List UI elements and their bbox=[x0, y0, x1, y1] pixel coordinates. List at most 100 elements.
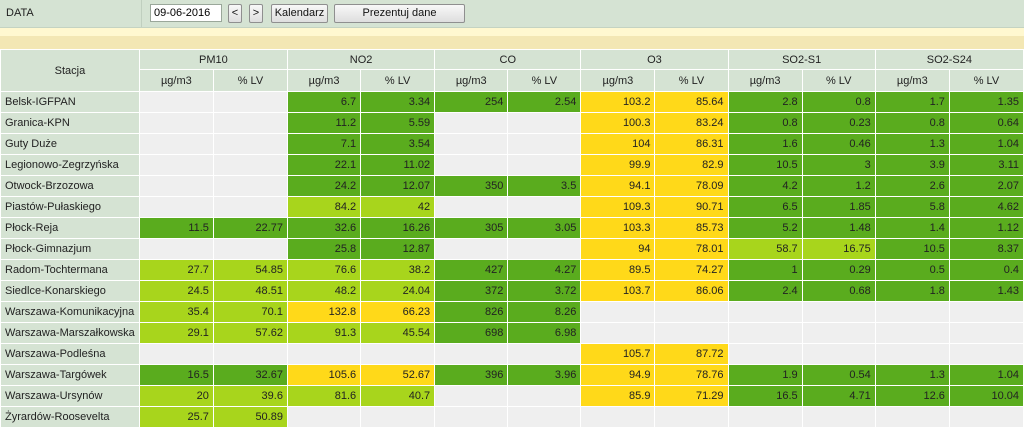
station-name: Płock-Gimnazjum bbox=[0, 238, 140, 260]
group-header-co: CO bbox=[434, 49, 582, 70]
concentration-cell bbox=[727, 301, 803, 323]
concentration-cell bbox=[874, 406, 950, 428]
concentration-cell: 24.5 bbox=[138, 280, 214, 302]
percent-lv-cell bbox=[507, 196, 582, 218]
calendar-button[interactable]: Kalendarz bbox=[271, 4, 328, 23]
concentration-cell bbox=[434, 133, 509, 155]
present-data-button[interactable]: Prezentuj dane bbox=[334, 4, 465, 23]
concentration-cell: 2.8 bbox=[727, 91, 803, 113]
percent-lv-cell bbox=[801, 301, 876, 323]
station-name: Guty Duże bbox=[0, 133, 140, 155]
table-row: Płock-Gimnazjum 25.8 12.87 94 78.01 58.7 16.75… bbox=[0, 238, 1024, 260]
percent-lv-cell bbox=[948, 301, 1024, 323]
concentration-cell: 1.8 bbox=[874, 280, 950, 302]
concentration-cell bbox=[727, 343, 803, 365]
concentration-cell: 100.3 bbox=[580, 112, 656, 134]
concentration-cell: 103.3 bbox=[580, 217, 656, 239]
unit-header: % LV bbox=[507, 69, 582, 92]
unit-header: µg/m3 bbox=[138, 69, 214, 92]
table-row: Płock-Reja 11.5 22.77 32.6 16.26 305 3.05 103.3… bbox=[0, 217, 1024, 239]
percent-lv-cell: 85.73 bbox=[654, 217, 729, 239]
percent-lv-cell: 66.23 bbox=[360, 301, 436, 323]
next-day-button[interactable]: > bbox=[249, 4, 263, 23]
percent-lv-cell: 0.54 bbox=[801, 364, 876, 386]
station-name: Warszawa-Ursynów bbox=[0, 385, 140, 407]
toolbar: DATA < > Kalendarz Prezentuj dane bbox=[0, 0, 1024, 28]
concentration-cell bbox=[286, 343, 362, 365]
concentration-cell: 6.7 bbox=[286, 91, 362, 113]
table-row: Warszawa-Podleśna 105.7 87.72 bbox=[0, 343, 1024, 365]
station-name: Płock-Reja bbox=[0, 217, 140, 239]
concentration-cell bbox=[138, 112, 214, 134]
concentration-cell: 5.8 bbox=[874, 196, 950, 218]
percent-lv-cell: 32.67 bbox=[212, 364, 288, 386]
percent-lv-cell: 38.2 bbox=[360, 259, 436, 281]
percent-lv-cell: 2.07 bbox=[948, 175, 1024, 197]
concentration-cell: 81.6 bbox=[286, 385, 362, 407]
unit-header: % LV bbox=[212, 69, 288, 92]
percent-lv-cell: 4.27 bbox=[507, 259, 582, 281]
percent-lv-cell: 10.04 bbox=[948, 385, 1024, 407]
percent-lv-cell: 78.01 bbox=[654, 238, 729, 260]
percent-lv-cell bbox=[507, 133, 582, 155]
station-name: Siedlce-Konarskiego bbox=[0, 280, 140, 302]
percent-lv-cell bbox=[801, 406, 876, 428]
concentration-cell bbox=[874, 343, 950, 365]
group-header-o3: O3 bbox=[580, 49, 729, 70]
percent-lv-cell: 3 bbox=[801, 154, 876, 176]
percent-lv-cell bbox=[948, 343, 1024, 365]
unit-header: µg/m3 bbox=[286, 69, 362, 92]
concentration-cell: 109.3 bbox=[580, 196, 656, 218]
percent-lv-cell: 6.98 bbox=[507, 322, 582, 344]
concentration-cell: 91.3 bbox=[286, 322, 362, 344]
percent-lv-cell: 5.59 bbox=[360, 112, 436, 134]
concentration-cell: 105.7 bbox=[580, 343, 656, 365]
concentration-cell: 305 bbox=[434, 217, 509, 239]
table-row: Radom-Tochtermana 27.7 54.85 76.6 38.2 427 4.2… bbox=[0, 259, 1024, 281]
percent-lv-cell: 3.96 bbox=[507, 364, 582, 386]
concentration-cell: 1.7 bbox=[874, 91, 950, 113]
percent-lv-cell: 8.26 bbox=[507, 301, 582, 323]
group-header-no2: NO2 bbox=[286, 49, 436, 70]
concentration-cell: 372 bbox=[434, 280, 509, 302]
concentration-cell bbox=[138, 91, 214, 113]
station-name: Warszawa-Marszałkowska bbox=[0, 322, 140, 344]
concentration-cell: 103.7 bbox=[580, 280, 656, 302]
prev-day-button[interactable]: < bbox=[228, 4, 242, 23]
concentration-cell bbox=[138, 175, 214, 197]
concentration-cell: 1.6 bbox=[727, 133, 803, 155]
concentration-cell bbox=[434, 343, 509, 365]
concentration-cell: 24.2 bbox=[286, 175, 362, 197]
concentration-cell: 132.8 bbox=[286, 301, 362, 323]
unit-header: % LV bbox=[948, 69, 1024, 92]
concentration-cell bbox=[580, 406, 656, 428]
table-row: Piastów-Pułaskiego 84.2 42 109.3 90.71 6.5 1.8… bbox=[0, 196, 1024, 218]
percent-lv-cell bbox=[212, 175, 288, 197]
table-row: Belsk-IGFPAN 6.7 3.34 254 2.54 103.2 85.64 2.8 0… bbox=[0, 91, 1024, 113]
percent-lv-cell bbox=[654, 301, 729, 323]
table-row: Legionowo-Zegrzyńska 22.1 11.02 99.9 82.9 10.… bbox=[0, 154, 1024, 176]
concentration-cell: 7.1 bbox=[286, 133, 362, 155]
percent-lv-cell: 71.29 bbox=[654, 385, 729, 407]
concentration-cell bbox=[138, 196, 214, 218]
table-row: Otwock-Brzozowa 24.2 12.07 350 3.5 94.1 78.09 4… bbox=[0, 175, 1024, 197]
percent-lv-cell: 52.67 bbox=[360, 364, 436, 386]
concentration-cell: 20 bbox=[138, 385, 214, 407]
concentration-cell bbox=[434, 196, 509, 218]
concentration-cell bbox=[434, 406, 509, 428]
percent-lv-cell: 0.46 bbox=[801, 133, 876, 155]
concentration-cell: 94.9 bbox=[580, 364, 656, 386]
percent-lv-cell: 57.62 bbox=[212, 322, 288, 344]
table-row: Siedlce-Konarskiego 24.5 48.51 48.2 24.04 372… bbox=[0, 280, 1024, 302]
unit-header-row: µg/m3 % LV µg/m3 % LV µg/m3 % LV µg/m3 %… bbox=[1, 69, 1024, 92]
unit-header: µg/m3 bbox=[434, 69, 509, 92]
percent-lv-cell: 12.07 bbox=[360, 175, 436, 197]
date-input[interactable] bbox=[150, 4, 222, 22]
percent-lv-cell: 24.04 bbox=[360, 280, 436, 302]
percent-lv-cell: 78.76 bbox=[654, 364, 729, 386]
concentration-cell: 396 bbox=[434, 364, 509, 386]
concentration-cell: 1.9 bbox=[727, 364, 803, 386]
table-body: Belsk-IGFPAN 6.7 3.34 254 2.54 103.2 85.64 2.8 0… bbox=[0, 91, 1024, 428]
percent-lv-cell: 40.7 bbox=[360, 385, 436, 407]
group-header-so2-s24: SO2-S24 bbox=[874, 49, 1024, 70]
